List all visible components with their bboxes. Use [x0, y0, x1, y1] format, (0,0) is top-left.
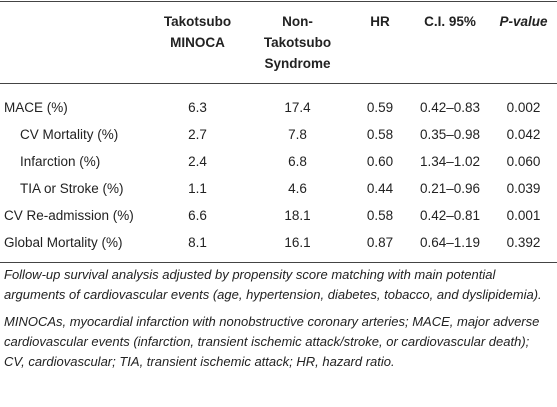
header-text: Takotsubo — [263, 35, 332, 50]
cell: 0.87 — [366, 235, 394, 250]
cell: 0.44 — [366, 181, 394, 196]
cell: 0.42–0.83 — [419, 100, 481, 115]
table-row: CV Mortality (%) 2.7 7.8 0.58 0.35–0.98 0.042 — [0, 121, 557, 148]
cell: 17.4 — [284, 100, 311, 115]
header-cell: Takotsubo MINOCA — [150, 2, 245, 84]
cell: 0.35–0.98 — [419, 127, 481, 142]
footnote: Follow-up survival analysis adjusted by … — [4, 267, 542, 302]
footnote: MINOCAs, myocardial infarction with nono… — [4, 314, 540, 369]
header-text: C.I. 95% — [424, 14, 476, 29]
cell: 4.6 — [288, 181, 307, 196]
cell: 0.042 — [506, 127, 541, 142]
cell: 0.001 — [506, 208, 541, 223]
row-label: Infarction (%) — [20, 154, 101, 169]
cell: 16.1 — [284, 235, 311, 250]
header-cell: C.I. 95% — [410, 2, 490, 84]
table-row: TIA or Stroke (%) 1.1 4.6 0.44 0.21–0.96 0.03… — [0, 175, 557, 202]
row-label: MACE (%) — [4, 100, 68, 115]
data-table: Takotsubo MINOCA Non- Takotsubo Syndrome HR C.… — [0, 1, 557, 263]
cell: 0.21–0.96 — [419, 181, 481, 196]
header-text: HR — [370, 14, 390, 29]
footnotes: Follow-up survival analysis adjusted by … — [4, 265, 552, 379]
cell: 8.1 — [188, 235, 207, 250]
cell: 6.6 — [188, 208, 207, 223]
cell: 18.1 — [284, 208, 311, 223]
row-label: CV Re-admission (%) — [4, 208, 134, 223]
cell: 6.8 — [288, 154, 307, 169]
cell: 2.4 — [188, 154, 207, 169]
header-cell — [0, 2, 150, 84]
cell: 0.039 — [506, 181, 541, 196]
header-cell: Non- Takotsubo Syndrome — [245, 2, 350, 84]
header-row: Takotsubo MINOCA Non- Takotsubo Syndrome HR C.… — [0, 1, 557, 84]
table-row: Global Mortality (%) 8.1 16.1 0.87 0.64–1.19… — [0, 229, 557, 263]
cell: 0.58 — [366, 208, 394, 223]
header-text: P-value — [499, 14, 548, 29]
table-row: CV Re-admission (%) 6.6 18.1 0.58 0.42–0.81 0… — [0, 202, 557, 229]
cell: 0.60 — [366, 154, 394, 169]
cell: 0.64–1.19 — [419, 235, 481, 250]
table-row: Infarction (%) 2.4 6.8 0.60 1.34–1.02 0.060 — [0, 148, 557, 175]
cell: 0.002 — [506, 100, 541, 115]
cell: 0.58 — [366, 127, 394, 142]
table-body: MACE (%) 6.3 17.4 0.59 0.42–0.83 0.002 CV Mort… — [0, 84, 557, 263]
row-label: Global Mortality (%) — [4, 235, 123, 250]
cell: 6.3 — [188, 100, 207, 115]
row-label: CV Mortality (%) — [20, 127, 119, 142]
cell: 0.59 — [366, 100, 394, 115]
header-cell: P-value — [490, 2, 557, 84]
cell: 1.1 — [188, 181, 207, 196]
cell: 7.8 — [288, 127, 307, 142]
cell: 2.7 — [188, 127, 207, 142]
cell: 1.34–1.02 — [419, 154, 481, 169]
table-row: MACE (%) 6.3 17.4 0.59 0.42–0.83 0.002 — [0, 84, 557, 122]
cell: 0.42–0.81 — [419, 208, 481, 223]
cell: 0.060 — [506, 154, 541, 169]
header-text: Syndrome — [264, 56, 331, 71]
row-label: TIA or Stroke (%) — [20, 181, 124, 196]
header-text: Non- — [282, 14, 313, 29]
cell: 0.392 — [506, 235, 541, 250]
header-text: Takotsubo — [163, 14, 232, 29]
header-text: MINOCA — [170, 35, 225, 50]
header-cell: HR — [350, 2, 410, 84]
